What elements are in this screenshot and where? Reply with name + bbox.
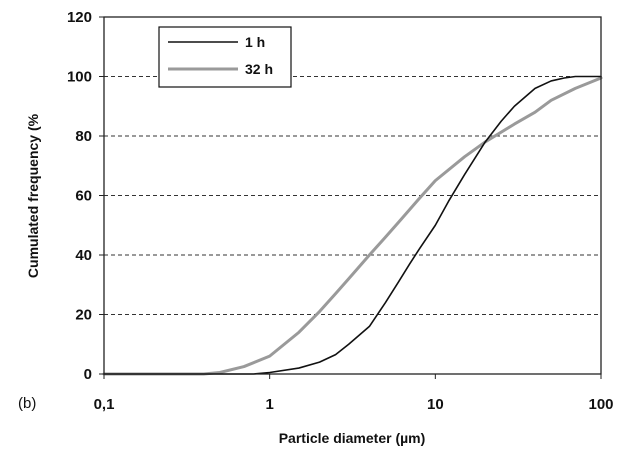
panel-label: (b) (18, 395, 36, 412)
y-tick-label: 20 (75, 307, 92, 324)
y-tick-label: 100 (67, 69, 92, 86)
x-tick-labels: 0,1 1 10 100 (94, 374, 614, 413)
y-tick-label: 80 (75, 128, 92, 145)
y-tick-label: 0 (84, 366, 92, 383)
series-layer (102, 75, 603, 376)
y-tick-label: 120 (67, 9, 92, 26)
series-line-32h (102, 76, 603, 376)
legend: 1 h 32 h (158, 26, 292, 88)
x-tick-label: 100 (588, 396, 613, 413)
x-tick-label: 1 (265, 396, 273, 413)
grid-lines (104, 76, 601, 315)
x-tick-label: 10 (427, 396, 444, 413)
legend-box (158, 26, 292, 88)
series-line-1h (103, 75, 602, 375)
y-tick-labels: 0 20 40 60 80 100 120 (67, 9, 104, 383)
x-axis-title: Particle diameter (µm) (279, 430, 426, 446)
y-tick-label: 40 (75, 247, 92, 264)
y-axis-title: Cumulated frequency (% (25, 113, 41, 278)
y-tick-label: 60 (75, 188, 92, 205)
legend-label-32h: 32 h (245, 61, 273, 77)
legend-label-1h: 1 h (245, 34, 265, 50)
x-tick-label: 0,1 (94, 396, 115, 413)
